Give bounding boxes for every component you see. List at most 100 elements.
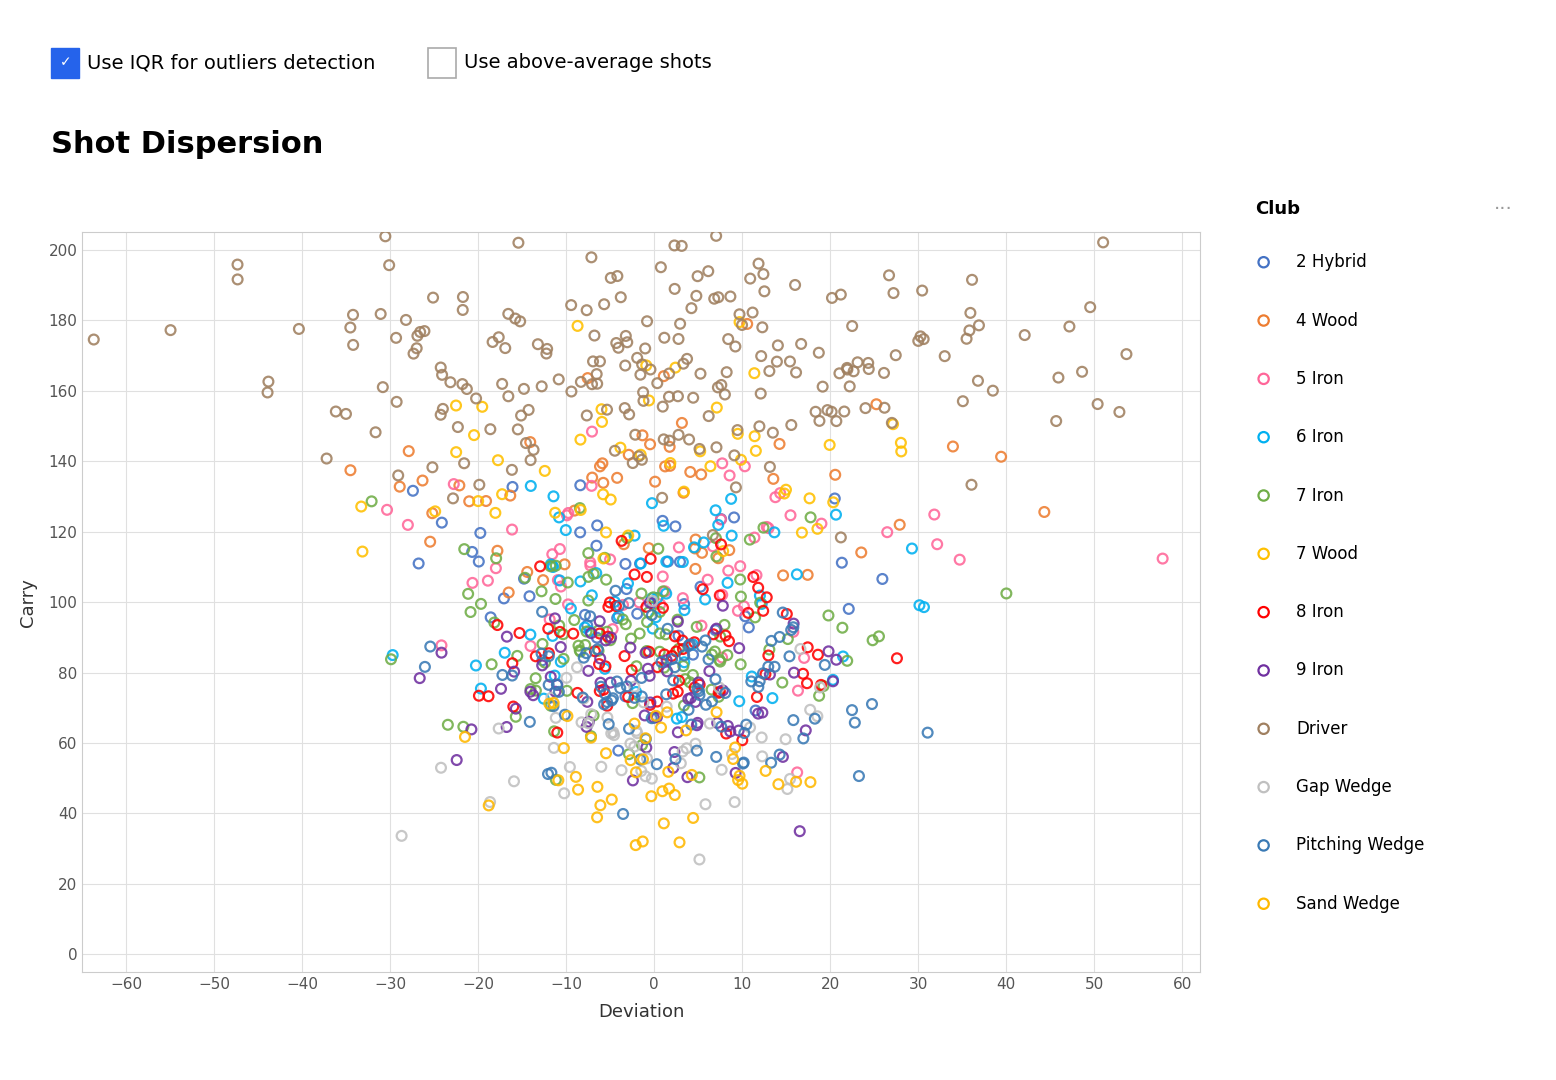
Point xyxy=(531,651,555,669)
Point xyxy=(688,443,713,460)
Point xyxy=(324,403,349,420)
Point xyxy=(912,330,937,348)
Point xyxy=(716,562,741,579)
Point xyxy=(846,768,871,785)
Point xyxy=(655,663,680,680)
Point xyxy=(671,640,696,658)
Point xyxy=(633,356,658,374)
Point xyxy=(778,621,803,638)
Point xyxy=(675,701,700,718)
Point xyxy=(314,450,339,468)
Point xyxy=(717,723,742,740)
Point xyxy=(884,650,909,667)
Point xyxy=(806,345,831,362)
Point xyxy=(580,469,605,486)
Point xyxy=(675,769,700,786)
Point xyxy=(778,507,803,524)
Point xyxy=(484,550,509,567)
Point xyxy=(467,476,492,494)
Point xyxy=(579,248,604,266)
Point xyxy=(529,657,554,674)
Point xyxy=(395,516,420,534)
Point xyxy=(369,306,394,323)
Point xyxy=(574,407,599,424)
Point xyxy=(523,648,548,665)
Point xyxy=(671,632,696,649)
Point xyxy=(808,678,832,696)
Point xyxy=(677,431,702,448)
Point xyxy=(789,524,814,541)
Point xyxy=(784,566,809,583)
Point xyxy=(579,729,604,746)
Point xyxy=(733,608,758,625)
Point xyxy=(966,316,991,334)
Point xyxy=(633,340,658,357)
Point xyxy=(960,271,985,288)
Point xyxy=(845,353,870,370)
Point xyxy=(526,336,551,353)
Point xyxy=(759,689,784,706)
Point xyxy=(635,312,660,329)
Point xyxy=(672,697,697,714)
Point xyxy=(608,679,633,697)
Point xyxy=(610,611,635,629)
Point xyxy=(517,713,541,730)
Point xyxy=(710,718,734,735)
Point xyxy=(644,590,669,607)
Point xyxy=(686,674,711,691)
Point xyxy=(692,796,717,813)
Point xyxy=(587,643,612,660)
Point xyxy=(492,590,517,607)
Point xyxy=(401,345,426,362)
Point xyxy=(685,742,710,759)
Point xyxy=(781,619,806,636)
Point xyxy=(756,640,781,658)
Point xyxy=(672,595,697,612)
Point xyxy=(377,257,401,274)
Point xyxy=(616,527,641,544)
Point xyxy=(644,708,669,726)
Point xyxy=(484,559,509,577)
Point xyxy=(692,591,717,608)
Point xyxy=(682,539,706,556)
Point xyxy=(521,687,546,704)
Point xyxy=(958,305,983,322)
Point xyxy=(683,735,708,753)
Point xyxy=(257,373,282,390)
Point xyxy=(461,575,485,592)
Point xyxy=(632,392,657,409)
Point xyxy=(727,306,752,323)
Point xyxy=(588,758,613,775)
Point xyxy=(1251,604,1276,621)
Point xyxy=(770,748,795,766)
Point xyxy=(456,585,481,603)
Point xyxy=(730,316,755,334)
Point xyxy=(728,571,753,589)
Point xyxy=(619,662,644,679)
Point xyxy=(808,413,832,430)
Point xyxy=(840,318,865,335)
Point xyxy=(579,728,604,745)
Point xyxy=(594,693,619,711)
Point xyxy=(478,794,503,811)
Point xyxy=(349,498,373,515)
Point xyxy=(450,376,475,393)
Point xyxy=(577,608,602,625)
Point xyxy=(629,688,654,705)
Point xyxy=(1251,545,1276,563)
Point xyxy=(532,462,557,480)
Point xyxy=(708,536,733,553)
Point xyxy=(585,779,610,796)
Point xyxy=(697,662,722,679)
Point xyxy=(668,834,692,851)
Point xyxy=(468,680,493,698)
Point xyxy=(428,359,453,376)
Point xyxy=(850,544,874,562)
Point xyxy=(640,787,664,805)
Point xyxy=(951,393,976,410)
Point xyxy=(591,550,616,567)
Point xyxy=(691,534,716,551)
Point xyxy=(672,671,697,688)
Point xyxy=(573,619,598,636)
Point xyxy=(745,678,770,696)
